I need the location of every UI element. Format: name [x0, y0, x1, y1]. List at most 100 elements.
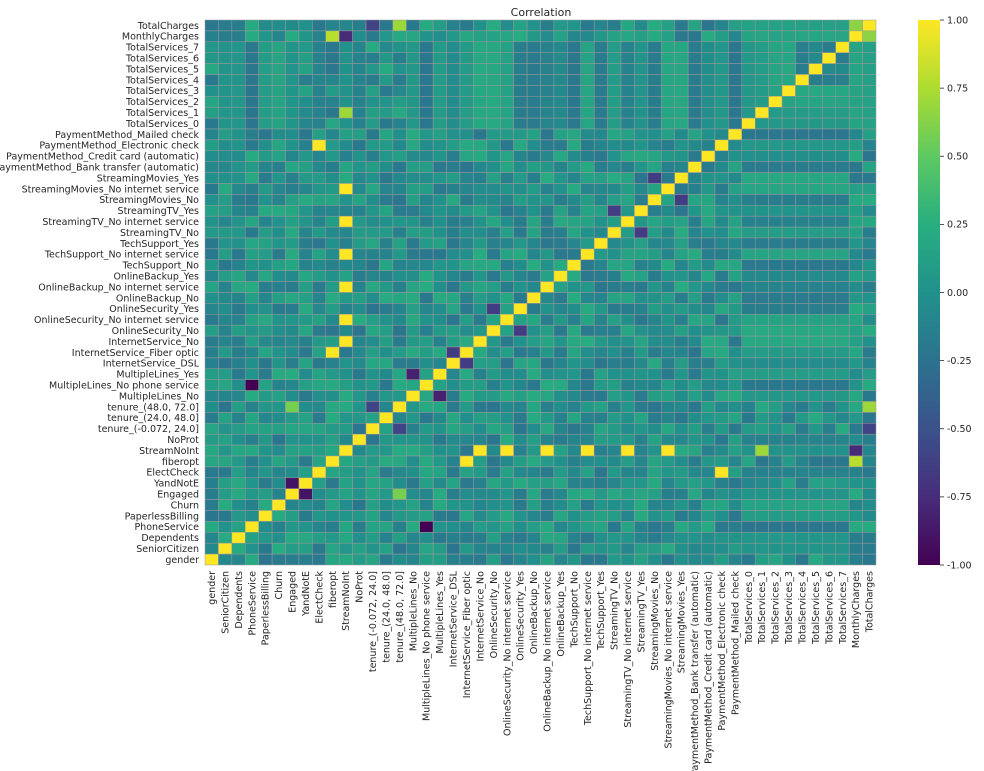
heatmap-cell — [312, 85, 327, 97]
heatmap-cell — [459, 521, 474, 533]
heatmap-cell — [822, 379, 836, 391]
heatmap-cell — [674, 346, 689, 359]
heatmap-cell — [432, 226, 447, 239]
heatmap-cell — [754, 390, 769, 402]
x-tick-label: ElectCheck — [314, 571, 325, 624]
heatmap-cell — [446, 41, 461, 53]
heatmap-cell — [607, 237, 622, 250]
heatmap-cell — [218, 52, 233, 64]
heatmap-cell — [352, 30, 367, 43]
heatmap-cell — [298, 324, 313, 337]
heatmap-cell — [741, 488, 756, 500]
heatmap-cell — [661, 172, 675, 184]
heatmap-cell — [526, 259, 541, 271]
heatmap-cell — [459, 444, 474, 457]
heatmap-cell — [835, 412, 850, 424]
y-tick-label: MultipleLines_Yes — [116, 370, 199, 381]
heatmap-cell — [392, 226, 407, 239]
heatmap-cell — [607, 553, 622, 566]
heatmap-cell — [204, 455, 219, 468]
heatmap-cell — [634, 85, 649, 97]
heatmap-cell — [231, 444, 246, 457]
heatmap-cell — [620, 553, 635, 566]
heatmap-cell — [674, 194, 689, 206]
heatmap-cell — [808, 237, 823, 250]
x-tick-label: TotalServices_5 — [811, 571, 822, 645]
heatmap-cell — [553, 85, 568, 97]
heatmap-cell — [406, 390, 420, 402]
y-tick-label: InternetService_No — [108, 337, 199, 348]
y-tick-label: PaymentMethod_Bank transfer (automatic) — [0, 162, 199, 173]
heatmap-cell — [687, 324, 702, 337]
heatmap-cell — [365, 96, 380, 108]
heatmap-cell — [835, 303, 850, 315]
heatmap-cell — [661, 226, 675, 239]
heatmap-cell — [701, 499, 716, 511]
heatmap-cell — [553, 521, 568, 533]
heatmap-cell — [204, 248, 219, 261]
heatmap-cell — [540, 499, 555, 511]
heatmap-cell — [419, 215, 434, 228]
heatmap-cell — [647, 433, 662, 446]
heatmap-cell — [419, 542, 434, 555]
heatmap-cell — [634, 335, 649, 348]
heatmap-cell — [661, 314, 675, 326]
heatmap-cell — [365, 412, 380, 424]
heatmap-cell — [513, 510, 528, 522]
heatmap-cell — [768, 292, 783, 304]
x-tick-label: OnlineSecurity_No — [489, 571, 500, 659]
y-tick-label: TechSupport_No — [121, 261, 199, 272]
y-tick-label: tenure_(-0.072, 24.0] — [98, 424, 199, 435]
heatmap-cell — [862, 466, 877, 479]
heatmap-cell — [432, 368, 447, 380]
heatmap-cell — [513, 401, 528, 413]
heatmap-cell — [593, 499, 608, 511]
heatmap-cell — [822, 455, 836, 468]
y-tick-label: TotalServices_5 — [125, 64, 199, 75]
heatmap-cell — [634, 357, 649, 370]
x-tick-label: StreamingTV_Yes — [636, 571, 647, 653]
colorbar-tick-label: 0.00 — [947, 288, 968, 299]
heatmap-cell — [338, 444, 353, 457]
heatmap-cell — [553, 346, 568, 359]
heatmap-cell — [634, 292, 649, 304]
heatmap-cell — [674, 85, 689, 97]
heatmap-cell — [271, 85, 286, 97]
heatmap-cell — [312, 542, 327, 555]
heatmap-cell — [728, 542, 743, 555]
heatmap-cell — [379, 499, 394, 511]
x-tick-label: PaymentMethod_Bank transfer (automatic) — [690, 571, 701, 771]
heatmap-cell — [459, 346, 474, 359]
heatmap-cell — [862, 335, 877, 348]
heatmap-cell — [741, 433, 756, 446]
heatmap-cell — [486, 510, 501, 522]
heatmap-cell — [459, 368, 474, 380]
heatmap-cell — [674, 63, 689, 75]
heatmap-cell — [298, 390, 313, 402]
heatmap-cell — [728, 423, 743, 435]
heatmap-cell — [862, 346, 877, 359]
heatmap-cell — [486, 85, 501, 97]
heatmap-cell — [258, 499, 273, 511]
heatmap-cell — [687, 335, 702, 348]
heatmap-cell — [593, 553, 608, 566]
heatmap-cell — [204, 150, 219, 162]
heatmap-cell — [741, 379, 756, 391]
heatmap-cell — [728, 488, 743, 500]
heatmap-cell — [580, 335, 595, 348]
heatmap-cell — [379, 444, 394, 457]
heatmap-cell — [728, 259, 743, 271]
heatmap-cell — [768, 161, 783, 173]
heatmap-cell — [553, 488, 568, 500]
heatmap-cell — [808, 270, 823, 282]
heatmap-cell — [204, 270, 219, 282]
heatmap-cell — [392, 172, 407, 184]
heatmap-cell — [848, 433, 863, 446]
heatmap-cell — [553, 303, 568, 315]
heatmap-cell — [486, 542, 501, 555]
heatmap-cell — [808, 117, 823, 130]
heatmap-cell — [580, 52, 595, 64]
heatmap-cell — [218, 117, 233, 130]
heatmap-cell — [647, 172, 662, 184]
heatmap-cell — [379, 390, 394, 402]
